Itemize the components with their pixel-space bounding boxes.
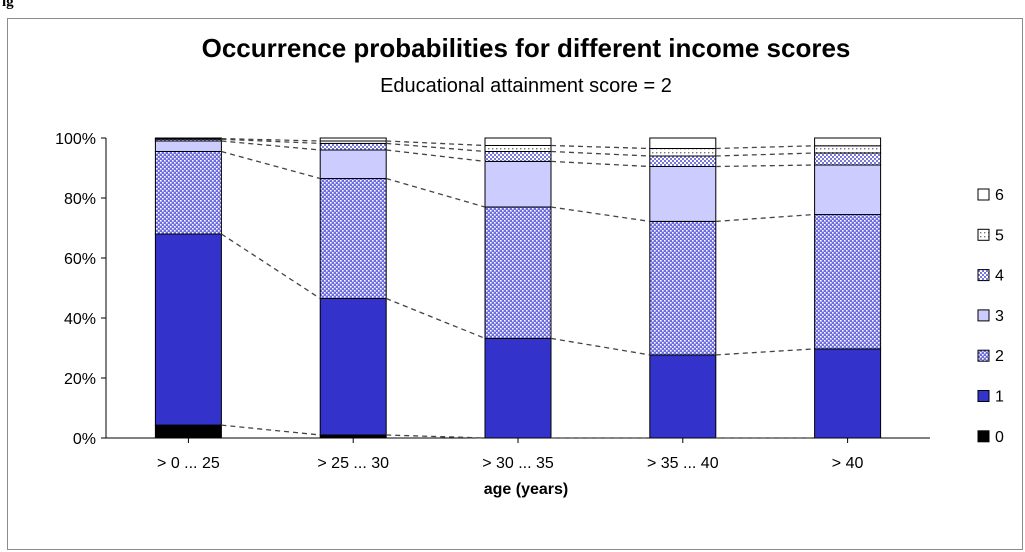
connector-line	[550, 206, 650, 223]
bar-segment	[814, 145, 882, 154]
bar-segment	[649, 166, 717, 222]
connector-line	[386, 142, 486, 153]
connector-line	[385, 297, 486, 340]
y-tick-label: 80%	[64, 191, 96, 208]
bar-segment	[484, 145, 552, 152]
legend-label: 0	[995, 429, 1004, 446]
plot-area: 0% 20% 40% 60% 80% 100% > 0 ... 25 > 25 ... 30 >…	[55, 131, 930, 472]
bar-segment	[484, 337, 552, 439]
bar-segment	[484, 137, 552, 146]
bar-segment	[484, 151, 552, 162]
bar-segment	[319, 149, 387, 179]
connector-line	[715, 348, 815, 356]
legend-swatch	[977, 430, 990, 443]
bar-segment	[649, 354, 717, 439]
connector-line	[221, 233, 321, 300]
connector-line	[221, 138, 321, 145]
legend-label: 2	[995, 348, 1004, 365]
bar-segment	[814, 137, 882, 147]
bar-segment	[649, 148, 717, 157]
connector-line	[386, 177, 486, 208]
bar-segment	[319, 178, 387, 299]
bar-segment	[154, 140, 222, 152]
connector-line	[715, 213, 815, 223]
x-tick-label: > 0 ... 25	[157, 455, 220, 472]
bar-segment	[484, 160, 552, 208]
y-tick-label: 60%	[64, 251, 96, 268]
chart-subtitle: Educational attainment score = 2	[380, 75, 672, 97]
connector-line	[386, 140, 486, 147]
connector-line	[221, 150, 321, 180]
connector-line	[221, 140, 321, 151]
bar-segment	[814, 348, 882, 439]
connector-line	[550, 144, 650, 150]
connector-line	[221, 424, 321, 436]
connector-line	[715, 164, 815, 168]
bar-segment	[814, 152, 882, 166]
bar-segment	[319, 142, 387, 151]
legend-swatch	[977, 228, 990, 241]
x-tick-label: > 35 ... 40	[647, 455, 719, 472]
connector-line	[715, 145, 815, 150]
legend-swatch	[977, 188, 990, 201]
chart-title: Occurrence probabilities for different i…	[202, 33, 851, 63]
legend-label: 6	[995, 187, 1004, 204]
bar-segment	[484, 206, 552, 339]
y-tick-label: 40%	[64, 311, 96, 328]
bar-segment	[649, 137, 717, 149]
bar-segment	[649, 155, 717, 167]
bar-segment	[814, 214, 882, 350]
figure-label: ig	[2, 0, 14, 10]
connector-line	[550, 150, 650, 157]
x-tick-label: > 30 ... 35	[482, 455, 554, 472]
bar-segment	[319, 137, 387, 142]
x-tick-label: > 40	[832, 455, 864, 472]
connector-line	[386, 434, 486, 439]
y-tick-label: 20%	[64, 371, 96, 388]
bar-segment	[814, 164, 882, 215]
legend-swatch	[977, 390, 990, 402]
bar-segment	[154, 151, 222, 235]
legend-swatch	[977, 269, 990, 282]
legend-swatch	[977, 349, 990, 362]
legend-label: 3	[995, 308, 1004, 325]
x-tick-label: > 25 ... 30	[317, 455, 389, 472]
bar-segment	[649, 220, 717, 356]
connector-line	[221, 137, 321, 142]
connector-line	[386, 149, 486, 163]
bar-segment	[154, 233, 222, 426]
y-tick-label: 100%	[55, 131, 96, 148]
chart-frame	[7, 18, 1023, 550]
y-tick-label: 0%	[73, 431, 96, 448]
connector-line	[715, 152, 815, 157]
bar-segment	[154, 424, 222, 439]
legend-label: 5	[995, 227, 1004, 244]
bar-segment	[319, 298, 387, 436]
legend-swatch	[977, 309, 990, 322]
legend-label: 4	[995, 268, 1004, 285]
bar-segment	[154, 137, 222, 140]
legend: 6 5 4 3 2 1 0	[977, 187, 1004, 446]
connector-line	[550, 337, 650, 356]
connector-line	[550, 160, 650, 168]
legend-label: 1	[995, 389, 1004, 406]
x-axis-label: age (years)	[484, 481, 569, 498]
